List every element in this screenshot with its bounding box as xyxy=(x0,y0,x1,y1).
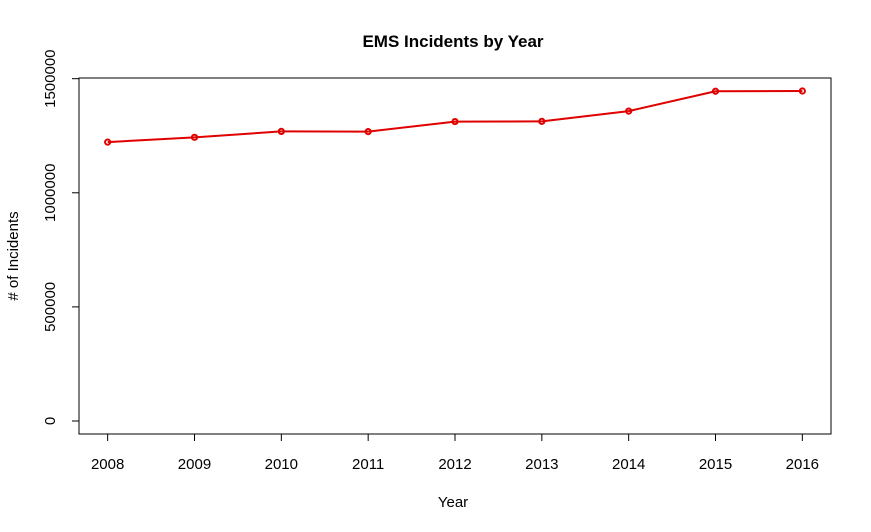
data-point xyxy=(364,128,372,136)
x-axis-label: Year xyxy=(438,494,468,511)
data-point xyxy=(538,117,546,125)
series-line-segment xyxy=(368,120,456,133)
chart-title: EMS Incidents by Year xyxy=(362,32,543,51)
series-line-segment xyxy=(541,110,629,123)
y-tick-label: 500000 xyxy=(42,282,59,332)
x-tick-label: 2015 xyxy=(699,456,732,473)
series-line-segment xyxy=(107,136,195,144)
data-point xyxy=(711,87,720,95)
series-line-segment xyxy=(628,90,716,113)
x-tick-label: 2010 xyxy=(265,456,298,473)
data-point xyxy=(625,107,633,115)
x-tick-label: 2009 xyxy=(178,456,211,473)
series-layer xyxy=(104,87,806,146)
series-line-segment xyxy=(194,130,282,139)
x-tick-label: 2016 xyxy=(786,456,819,473)
y-tick-label: 1500000 xyxy=(42,49,59,107)
data-point xyxy=(798,87,806,95)
y-tick-label: 0 xyxy=(42,417,59,425)
x-tick-label: 2008 xyxy=(91,456,124,473)
data-point xyxy=(104,138,112,146)
x-axis: 2008 2009 2010 2011 2012 2013 2014 2015 2016 xyxy=(91,433,819,473)
x-tick-label: 2013 xyxy=(525,456,558,473)
x-tick-label: 2011 xyxy=(352,456,384,473)
x-tick-label: 2014 xyxy=(612,456,645,473)
y-tick-label: 1000000 xyxy=(42,164,59,222)
x-tick-label: 2012 xyxy=(438,456,471,473)
data-point xyxy=(277,127,285,135)
data-point xyxy=(451,117,459,126)
data-point xyxy=(190,133,199,141)
y-axis-label: # of Incidents xyxy=(5,211,22,300)
y-axis: 0 500000 1000000 1500000 xyxy=(42,49,80,425)
